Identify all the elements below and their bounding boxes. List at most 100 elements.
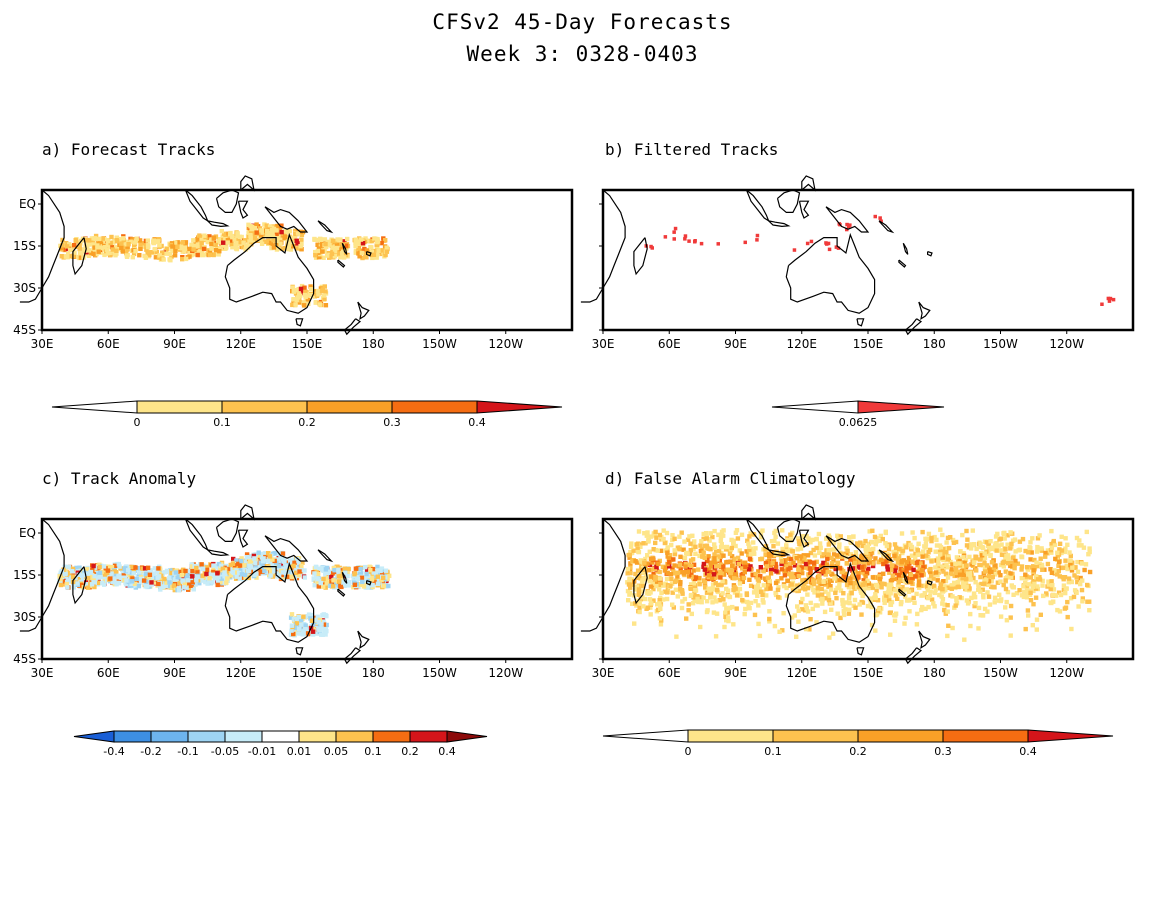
grid-cell	[770, 560, 775, 566]
grid-cell	[966, 571, 971, 576]
grid-cell	[224, 580, 229, 585]
colorbar-label: -0.2	[140, 745, 161, 758]
grid-cell	[635, 545, 640, 550]
grid-cell	[1079, 587, 1085, 593]
grid-cell	[946, 554, 951, 559]
grid-cell	[626, 598, 631, 603]
grid-cell	[200, 566, 206, 572]
grid-cell	[997, 592, 1002, 597]
grid-cell	[679, 588, 685, 593]
grid-cell	[921, 565, 926, 570]
coast-java	[768, 549, 791, 557]
grid-cell	[195, 569, 200, 574]
grid-cell	[702, 580, 708, 585]
grid-cell	[723, 547, 729, 552]
grid-cell	[877, 550, 882, 555]
grid-cell	[839, 554, 844, 559]
grid-cell	[745, 599, 750, 605]
grid-cell	[164, 568, 170, 574]
grid-cell	[221, 240, 226, 245]
grid-cell	[835, 611, 840, 616]
grid-cell	[773, 564, 779, 570]
grid-cell	[1040, 567, 1045, 572]
grid-cell	[712, 545, 718, 550]
grid-cell	[744, 549, 749, 554]
grid-cell	[903, 615, 908, 621]
grid-cell	[1078, 575, 1083, 581]
grid-cell	[683, 561, 689, 566]
title-line-2: Week 3: 0328-0403	[466, 42, 699, 66]
grid-cell	[729, 537, 734, 543]
grid-cell	[636, 549, 641, 554]
grid-cell	[691, 581, 697, 586]
grid-cell	[289, 623, 295, 628]
grid-cell	[859, 554, 865, 559]
grid-cell	[893, 593, 898, 598]
grid-cell	[190, 568, 195, 574]
grid-cell	[1032, 581, 1037, 587]
lat-tick-label: 15S	[13, 568, 36, 582]
grid-cell	[66, 252, 71, 257]
grid-cell	[1019, 567, 1024, 572]
coast-africa	[580, 189, 626, 303]
grid-cell	[187, 246, 192, 252]
grid-cell	[207, 579, 212, 584]
grid-cell	[856, 571, 861, 576]
grid-cell	[59, 246, 64, 251]
grid-cell	[1045, 548, 1051, 553]
grid-cell	[913, 574, 918, 579]
grid-cell	[887, 570, 892, 575]
grid-cell	[892, 571, 898, 576]
grid-cell	[201, 246, 207, 252]
grid-cell	[842, 575, 847, 580]
grid-cell	[660, 564, 666, 569]
grid-cell	[926, 555, 931, 561]
grid-cell	[881, 561, 886, 567]
grid-cell	[964, 528, 969, 534]
grid-cell	[270, 234, 276, 239]
grid-cell	[957, 561, 962, 566]
grid-cell	[376, 248, 381, 254]
grid-cell	[829, 555, 834, 561]
coast-sulawesi	[237, 200, 249, 219]
grid-cell	[686, 602, 691, 607]
grid-cell	[326, 569, 331, 574]
grid-cell	[658, 595, 663, 601]
colorbar-segment	[857, 729, 944, 743]
grid-cell	[965, 601, 971, 606]
grid-cell	[651, 571, 656, 577]
grid-cell	[895, 596, 900, 601]
grid-cell	[324, 613, 329, 619]
grid-cell	[848, 557, 853, 562]
grid-cell	[888, 602, 893, 607]
grid-cell	[109, 565, 115, 570]
grid-cell	[104, 247, 110, 252]
grid-cell	[908, 580, 913, 585]
grid-cell	[914, 591, 919, 597]
grid-cell	[167, 580, 172, 585]
grid-cell	[194, 578, 199, 583]
grid-cell	[69, 254, 74, 259]
grid-cell	[730, 604, 735, 610]
grid-cell	[796, 588, 801, 593]
grid-cell	[835, 560, 841, 565]
grid-cell	[649, 567, 654, 572]
colorbar-label: 0.4	[438, 745, 456, 758]
grid-cell	[687, 551, 693, 557]
grid-cell	[795, 604, 800, 609]
grid-cell	[109, 234, 114, 240]
grid-cell	[1070, 565, 1075, 570]
grid-cell	[953, 603, 958, 608]
grid-cell	[954, 601, 960, 606]
grid-cell	[845, 227, 849, 232]
grid-cell	[98, 239, 104, 245]
grid-cell	[1023, 580, 1028, 586]
colorbar-segment	[942, 729, 1029, 743]
grid-cell	[244, 552, 250, 557]
grid-cell	[976, 584, 981, 590]
grid-cell	[960, 584, 965, 589]
grid-cell	[846, 596, 852, 601]
grid-cell	[1051, 587, 1057, 592]
grid-cell	[678, 582, 683, 587]
colorbar-d: 0 0.1 0.2 0.3 0.4	[602, 729, 1114, 758]
